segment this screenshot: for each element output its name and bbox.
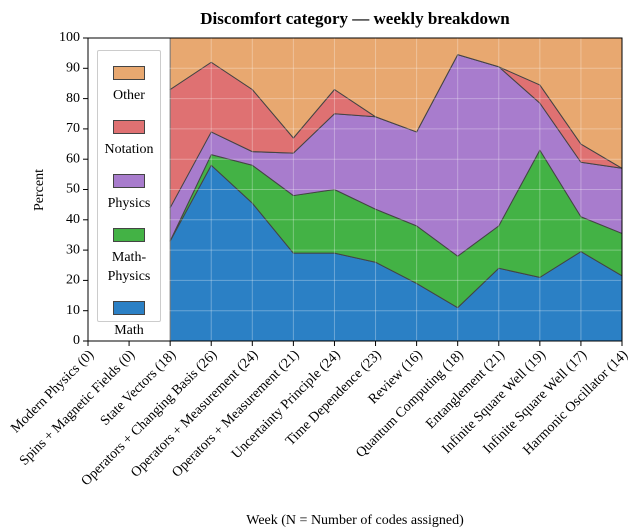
x-axis-label: Week (N = Number of codes assigned) — [246, 513, 464, 528]
y-tick-label: 0 — [73, 333, 80, 348]
legend-entry: Other — [98, 66, 160, 105]
x-tick-label: State Vectors (18) — [98, 347, 180, 429]
legend-label: Notation — [104, 142, 154, 157]
y-tick-label: 10 — [66, 303, 80, 318]
legend-swatch — [113, 66, 145, 80]
legend-entry: Notation — [98, 120, 160, 159]
legend-label: Physics — [107, 196, 151, 211]
legend-entry: Physics — [98, 174, 160, 213]
y-tick-label: 50 — [66, 182, 80, 197]
y-axis-label: Percent — [32, 169, 47, 211]
y-tick-label: 70 — [66, 121, 80, 136]
legend-swatch — [113, 120, 145, 134]
legend-label: Math — [114, 323, 144, 338]
legend: Other Notation Physics Math-Physics Math — [97, 50, 161, 338]
y-tick-label: 100 — [59, 30, 80, 45]
y-tick-label: 60 — [66, 151, 80, 166]
y-tick-label: 30 — [66, 242, 80, 257]
y-tick-label: 80 — [66, 91, 80, 106]
chart-title: Discomfort category — weekly breakdown — [200, 9, 510, 28]
y-tick-label: 90 — [66, 61, 80, 76]
legend-label: Math-Physics — [107, 250, 151, 284]
legend-swatch — [113, 301, 145, 315]
legend-swatch — [113, 174, 145, 188]
legend-label: Other — [113, 88, 145, 103]
y-tick-label: 40 — [66, 212, 80, 227]
legend-entry: Math-Physics — [98, 228, 160, 286]
legend-entry: Math — [98, 301, 160, 340]
legend-swatch — [113, 228, 145, 242]
plot-frame — [87, 37, 623, 342]
y-tick-label: 20 — [66, 273, 80, 288]
